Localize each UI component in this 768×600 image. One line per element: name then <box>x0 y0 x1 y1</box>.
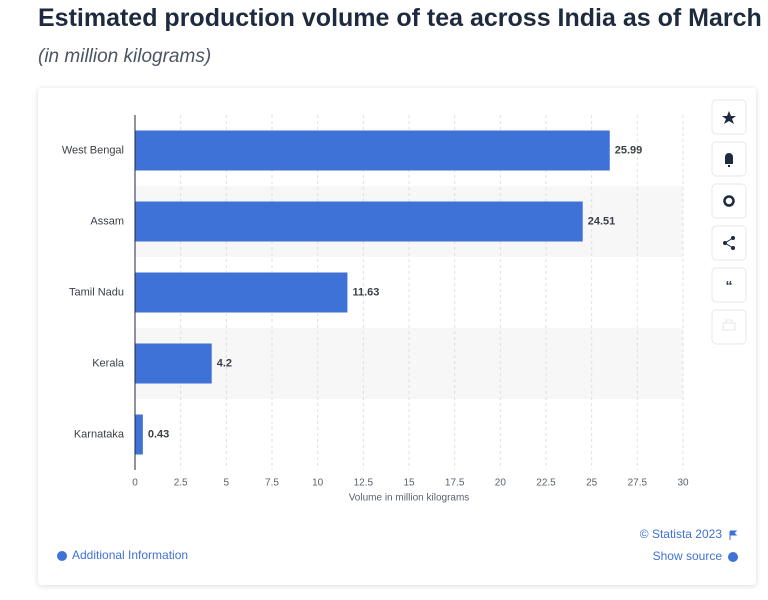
x-tick-label: 15 <box>403 478 415 489</box>
y-tick-label: West Bengal <box>62 144 124 156</box>
x-tick-label: 2.5 <box>174 478 188 489</box>
info-link-text: Additional Information <box>72 548 188 562</box>
x-tick-label: 5 <box>224 478 230 489</box>
x-tick-label: 10 <box>312 478 324 489</box>
x-axis-label: Volume in million kilograms <box>349 493 470 504</box>
credit[interactable]: © Statista 2023 <box>640 527 738 541</box>
share-button[interactable] <box>711 225 747 261</box>
bar <box>135 130 610 171</box>
bar <box>135 414 143 455</box>
x-tick-label: 30 <box>677 478 689 489</box>
y-tick-label: Assam <box>90 215 124 227</box>
cite-button[interactable]: “ <box>711 267 747 303</box>
x-tick-label: 17.5 <box>445 478 465 489</box>
notification-button[interactable] <box>711 141 747 177</box>
x-tick-label: 20 <box>495 478 507 489</box>
x-tick-label: 27.5 <box>628 478 648 489</box>
additional-info-link[interactable]: Additional Information <box>57 548 188 562</box>
print-button[interactable] <box>711 309 747 345</box>
credit-text: © Statista 2023 <box>640 527 723 541</box>
source-link-text: Show source <box>653 549 723 563</box>
chart-title: Estimated production volume of tea acros… <box>38 4 762 32</box>
value-label: 11.63 <box>352 286 379 298</box>
x-tick-label: 12.5 <box>354 478 374 489</box>
value-label: 0.43 <box>148 428 169 440</box>
y-tick-label: Kerala <box>92 357 125 369</box>
value-label: 25.99 <box>615 144 643 156</box>
show-source-link[interactable]: Show source <box>653 549 738 563</box>
bar <box>135 272 348 313</box>
svg-text:“: “ <box>726 278 733 294</box>
value-label: 4.2 <box>217 357 232 369</box>
y-tick-label: Karnataka <box>74 428 125 440</box>
x-tick-label: 22.5 <box>536 478 556 489</box>
x-tick-label: 0 <box>132 478 138 489</box>
value-label: 24.51 <box>588 215 616 227</box>
bar <box>135 201 583 242</box>
bar <box>135 343 212 384</box>
x-tick-label: 25 <box>586 478 598 489</box>
x-tick-label: 7.5 <box>265 478 279 489</box>
settings-button[interactable] <box>711 183 747 219</box>
y-tick-label: Tamil Nadu <box>69 286 124 298</box>
chart-subtitle: (in million kilograms) <box>38 46 212 67</box>
favorite-button[interactable] <box>711 99 747 135</box>
